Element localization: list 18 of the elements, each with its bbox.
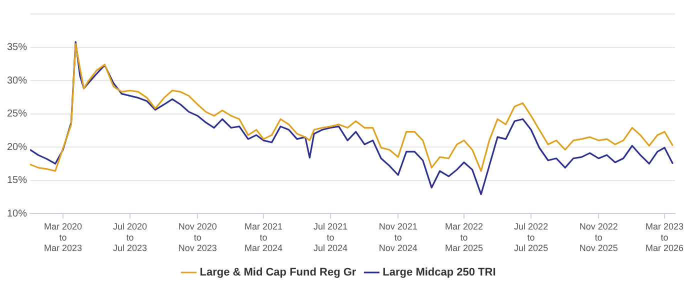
- y-tick-label: 10%: [7, 208, 28, 220]
- x-tick-label: Jul 2020 to Jul 2023: [112, 221, 148, 254]
- x-tick-label: Nov 2021 to Nov 2024: [378, 221, 418, 254]
- x-tick-label: Jul 2021 to Jul 2024: [314, 221, 348, 254]
- x-tick-label: Nov 2022 to Nov 2025: [579, 221, 618, 254]
- x-tick-label: Mar 2023 to Mar 2026: [646, 221, 684, 254]
- x-tick-label: Jul 2022 to Jul 2025: [514, 221, 548, 254]
- x-tick-label: Nov 2020 to Nov 2023: [178, 221, 217, 254]
- x-tick-label: Mar 2020 to Mar 2023: [44, 221, 82, 254]
- y-tick-label: 35%: [7, 42, 28, 54]
- legend-label: Large Midcap 250 TRI: [382, 266, 496, 279]
- x-tick-label: Mar 2022 to Mar 2025: [445, 221, 484, 254]
- y-tick-label: 30%: [7, 75, 28, 86]
- y-tick-label: 20%: [7, 142, 28, 153]
- x-tick-label: Mar 2021 to Mar 2024: [244, 221, 283, 254]
- y-tick-label: 25%: [7, 108, 28, 120]
- y-tick-label: 15%: [7, 175, 28, 186]
- legend-label: Large & Mid Cap Fund Reg Gr: [200, 266, 357, 279]
